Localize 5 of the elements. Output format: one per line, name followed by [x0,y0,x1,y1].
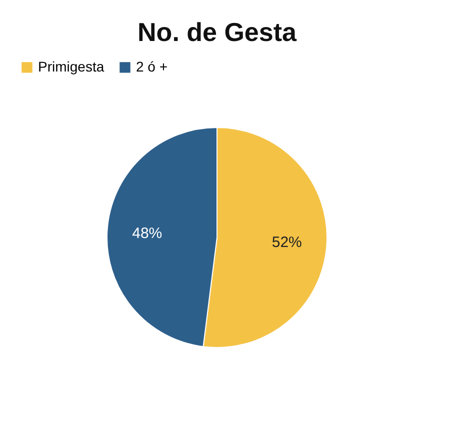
data-label: 48% [132,225,162,242]
legend-label: 2 ó + [136,58,168,74]
chart-title: No. de Gesta [138,17,298,47]
legend-label: Primigesta [38,58,104,74]
data-label: 52% [272,234,302,251]
